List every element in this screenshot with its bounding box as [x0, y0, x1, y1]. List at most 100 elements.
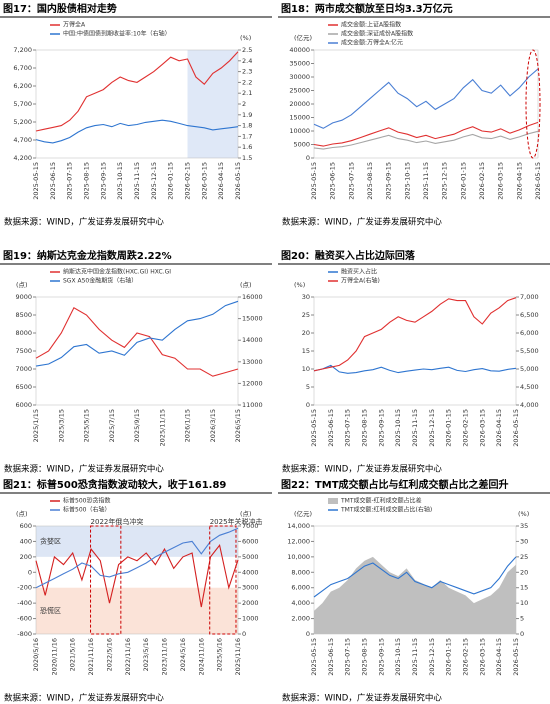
y-tick-label: 4,700: [13, 136, 32, 144]
series-area: [314, 556, 516, 634]
x-tick-label: 2025-08-15: [361, 409, 369, 447]
y2-tick-label: 35: [520, 522, 528, 530]
x-tick-label: 2025-11-15: [411, 638, 419, 676]
legend-label: 标普500（右轴）: [63, 506, 110, 514]
figure-caption: 图20：融资买入占比边际回落: [281, 249, 416, 262]
plot-frame: [313, 296, 517, 406]
y-tick-label: 6,000: [291, 584, 310, 592]
x-tick-label: 2026-04-15: [515, 162, 523, 200]
x-tick-label: 2026-01-15: [459, 162, 467, 200]
y2-tick-label: 3000: [242, 584, 259, 592]
zone: [36, 526, 238, 557]
y-tick-label: 20: [302, 329, 310, 337]
annotation-box: [90, 525, 122, 635]
x-tick-label: 2025/11/15: [158, 409, 166, 446]
y2-tick-label: 25: [520, 553, 528, 561]
x-tick-label: 2026-04-15: [495, 638, 503, 676]
x-tick-label: 2025-09-15: [377, 409, 385, 447]
zone-label: 恐慌区: [40, 606, 61, 615]
y2-tick-label: 7,000: [520, 293, 539, 301]
zone-label: 贪婪区: [40, 536, 61, 545]
x-tick-label: 2026-02-15: [478, 162, 486, 200]
y-tick-label: 7,200: [13, 46, 32, 54]
x-tick-label: 2025-12-15: [428, 638, 436, 676]
y2-tick-label: 2.3: [242, 68, 252, 76]
y-unit: (点): [16, 510, 28, 518]
series-line: [35, 51, 239, 132]
y2-tick-label: 30: [520, 537, 528, 545]
x-tick-label: 2025-06-15: [327, 638, 335, 676]
x-tick-label: 2025-05-15: [310, 638, 318, 676]
y-tick-label: 6,200: [13, 82, 32, 90]
x-tick-label: 2026-03-15: [478, 409, 486, 447]
x-tick-label: 2025/3/15: [57, 409, 65, 442]
y-tick-label: 6,700: [13, 64, 32, 72]
legend-label: 成交金额:万得全A:亿元: [341, 39, 403, 47]
y-tick-label: 6500: [15, 383, 32, 391]
x-tick-label: 2025-11-15: [133, 162, 141, 200]
series-line: [313, 130, 539, 150]
y2-tick-label: 0: [242, 630, 246, 638]
legend-swatch: [328, 498, 338, 504]
series-line: [35, 307, 239, 377]
figure-caption: 图17：国内股债相对走势: [3, 2, 117, 15]
y-tick-label: 12,000: [287, 537, 310, 545]
y2-tick-label: 2.1: [242, 89, 252, 97]
y-tick-label: 9000: [15, 293, 32, 301]
x-tick-label: 2026-04-15: [495, 409, 503, 447]
y-tick-label: -400: [17, 599, 32, 607]
x-tick-label: 2026-02-15: [462, 409, 470, 447]
y2-tick-label: 13000: [242, 358, 263, 366]
x-tick-label: 2025-12-15: [441, 162, 449, 200]
source-note: 数据来源：WIND，广发证券发展研究中心: [282, 693, 442, 704]
y-tick-label: 10: [302, 365, 310, 373]
x-tick-label: 2026-05-15: [512, 638, 520, 676]
plot-frame: [35, 525, 239, 635]
y-tick-label: 7500: [15, 347, 32, 355]
y2-tick-label: 14000: [242, 336, 263, 344]
y-tick-label: 4,200: [13, 154, 32, 162]
x-tick-label: 2025-07-15: [347, 162, 355, 200]
legend-label: 万得全A: [63, 21, 86, 29]
x-tick-label: 2026-01-15: [445, 409, 453, 447]
series-line: [35, 544, 239, 608]
x-tick-label: 2026/3/15: [209, 409, 217, 442]
y-tick-label: 10,000: [287, 553, 310, 561]
y2-tick-label: 5: [520, 615, 524, 623]
y2-tick-label: 6,500: [520, 311, 539, 319]
y2-tick-label: 1.6: [242, 143, 252, 151]
legend-label: 融资买入占比: [341, 268, 377, 276]
x-tick-label: 2021/5/16: [69, 638, 77, 671]
y-tick-label: 15000: [289, 114, 310, 122]
y2-tick-label: 11000: [242, 401, 263, 409]
annotation: 2025年关税冲击: [210, 517, 263, 526]
x-tick-label: 2025-11-15: [411, 409, 419, 447]
y-tick-label: 30000: [289, 73, 310, 81]
y-tick-label: 10000: [289, 127, 310, 135]
series-line: [35, 527, 239, 589]
x-tick-label: 2025-07-15: [344, 638, 352, 676]
x-tick-label: 2025-07-15: [66, 162, 74, 200]
series-line: [313, 364, 517, 374]
y-tick-label: -800: [17, 630, 32, 638]
x-tick-label: 2026/5/15: [234, 409, 242, 442]
figure-caption: 图19：纳斯达克金龙指数周跌2.22%: [3, 249, 172, 262]
x-tick-label: 2026-03-15: [497, 162, 505, 200]
y-tick-label: 8,000: [291, 568, 310, 576]
y-tick-label: 30: [302, 293, 310, 301]
x-tick-label: 2024/11/16: [197, 638, 205, 675]
x-tick-label: 2026-01-15: [167, 162, 175, 200]
x-tick-label: 2025-12-15: [150, 162, 158, 200]
y2-tick-label: 5000: [242, 553, 259, 561]
x-tick-label: 2022/5/16: [105, 638, 113, 671]
y-tick-label: 5,700: [13, 100, 32, 108]
series-line: [313, 556, 517, 598]
x-tick-label: 2020/5/16: [32, 638, 40, 671]
y2-tick-label: 15000: [242, 315, 263, 323]
x-tick-label: 2023/11/16: [161, 638, 169, 675]
y-unit: (点): [16, 281, 28, 289]
x-tick-label: 2026-05-15: [512, 409, 520, 447]
y2-tick-label: 2.5: [242, 46, 252, 54]
y2-tick-label: 7000: [242, 522, 259, 530]
x-tick-label: 2025-09-15: [385, 162, 393, 200]
